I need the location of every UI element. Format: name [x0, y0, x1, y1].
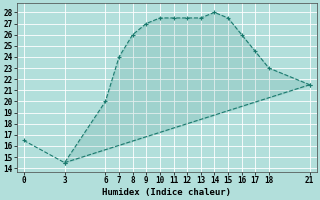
X-axis label: Humidex (Indice chaleur): Humidex (Indice chaleur)	[102, 188, 231, 197]
